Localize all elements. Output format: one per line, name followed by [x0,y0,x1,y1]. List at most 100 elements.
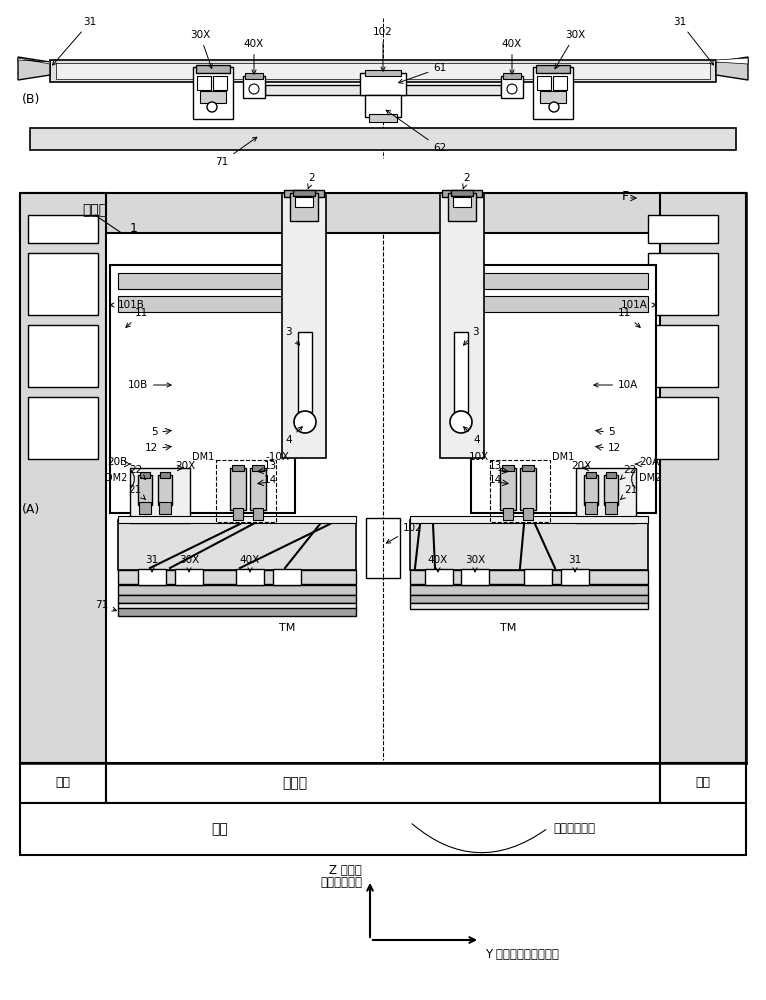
Bar [553,76,567,90]
Text: （升降方向）: （升降方向） [320,876,362,890]
Bar [118,603,356,609]
Bar [118,296,287,312]
Text: 101B: 101B [110,300,145,310]
Bar [410,595,648,603]
Bar [138,569,166,585]
Bar [461,569,489,585]
Text: 5: 5 [152,427,158,437]
Text: 22: 22 [129,465,146,480]
Bar [140,472,150,478]
Bar [648,325,718,387]
Bar [159,502,171,514]
Text: 40X: 40X [244,39,264,74]
Bar [233,508,243,520]
Bar [20,803,746,855]
Bar [216,460,276,522]
Bar [425,569,453,585]
Text: 101A: 101A [621,300,656,310]
Bar [130,468,190,523]
Bar [230,468,246,510]
Bar [533,67,573,119]
Bar [250,468,266,510]
Bar [490,460,550,522]
Circle shape [249,84,259,94]
Text: DM2: DM2 [105,473,127,483]
Text: 30X: 30X [555,30,585,69]
Text: 30X: 30X [179,555,199,572]
Bar [369,114,397,122]
Bar [20,193,746,233]
Text: 10A: 10A [594,380,638,390]
Bar [28,253,98,315]
Bar [28,397,98,459]
Text: 31: 31 [146,555,159,572]
Text: 12: 12 [608,443,621,453]
Bar [282,193,326,458]
Bar [20,763,106,803]
Text: 62: 62 [386,110,447,153]
Text: 71: 71 [95,600,116,611]
Text: 11: 11 [617,308,640,327]
Bar [410,520,648,570]
Text: 立柱: 立柱 [55,776,70,790]
Bar [606,472,616,478]
Bar [520,468,536,510]
Bar [118,608,356,616]
Text: 金属模: 金属模 [283,776,308,790]
Text: 20A: 20A [639,457,660,467]
Bar [471,265,656,513]
Bar [502,465,514,471]
Text: 21: 21 [129,485,146,500]
Text: 22: 22 [620,465,637,480]
Text: 61: 61 [398,63,447,83]
Bar [28,325,98,387]
Bar [284,190,324,197]
Bar [175,569,203,585]
Circle shape [294,411,316,433]
Text: 20X: 20X [571,461,591,471]
Bar [660,763,746,803]
Bar [442,190,482,197]
Bar [503,73,521,79]
Bar [360,73,406,95]
Text: (A): (A) [22,504,41,516]
Bar [106,763,660,803]
Text: 102: 102 [373,27,393,71]
Bar [20,193,746,763]
Bar [451,190,473,196]
Bar [236,569,264,585]
Bar [290,193,318,221]
Bar [158,475,172,505]
Bar [118,585,356,595]
Text: 31: 31 [53,17,97,65]
Bar [537,76,551,90]
Bar [118,520,356,570]
Bar [454,332,468,412]
Bar [265,85,501,95]
Text: 3: 3 [463,327,479,345]
Bar [30,128,736,150]
Text: DM1: DM1 [192,452,214,462]
Bar [20,193,106,763]
Text: 14: 14 [264,475,277,485]
Bar [118,273,287,289]
Circle shape [549,102,559,112]
Bar [160,472,170,478]
Text: 10B: 10B [128,380,171,390]
Text: 压力机: 压力机 [82,203,107,217]
Text: 立柱: 立柱 [696,776,711,790]
Text: 30X: 30X [465,555,485,572]
Bar [561,569,589,585]
Bar [365,95,401,117]
Text: Y 轴方向（移位方向）: Y 轴方向（移位方向） [485,948,559,960]
Bar [118,570,356,584]
Text: 30X: 30X [190,30,212,68]
Circle shape [207,102,217,112]
Text: Z 轴方向: Z 轴方向 [329,863,362,876]
Bar [197,76,211,90]
Polygon shape [18,58,50,64]
Bar [110,265,295,513]
Bar [540,91,566,103]
Bar [366,518,400,578]
Text: 20B: 20B [106,457,127,467]
